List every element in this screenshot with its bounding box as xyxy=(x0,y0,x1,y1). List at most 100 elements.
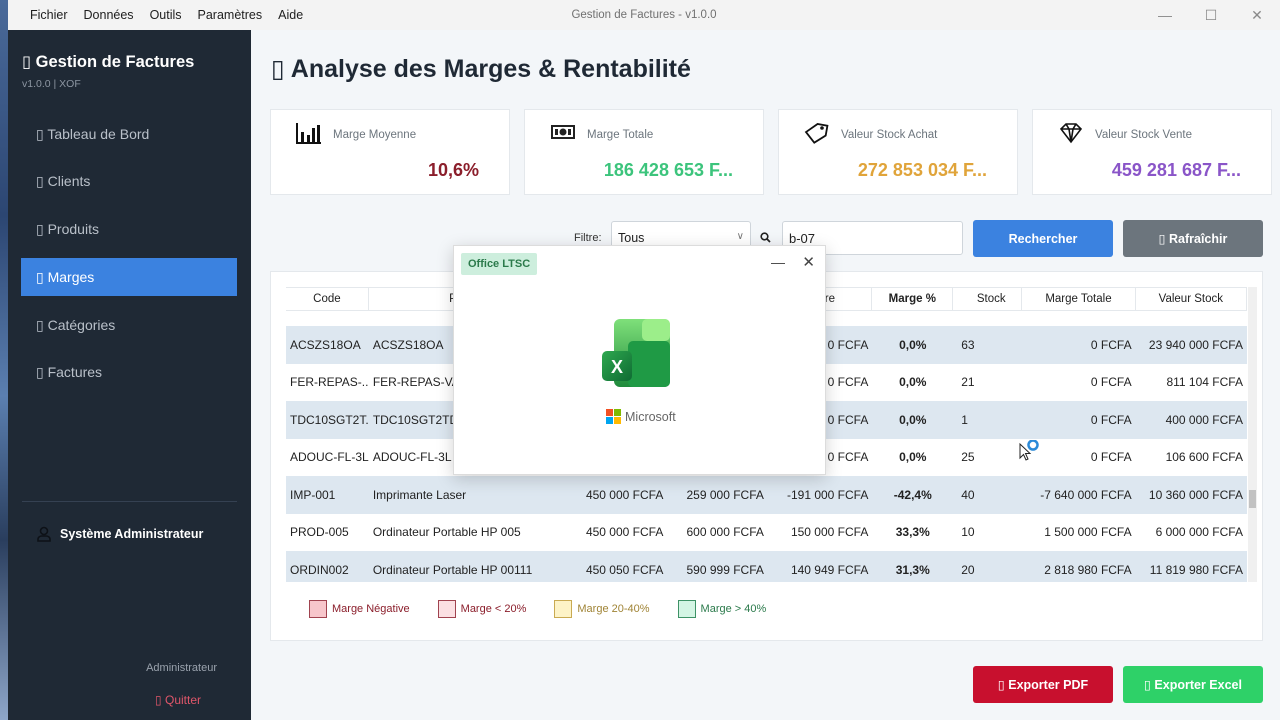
user-name: Système Administrateur xyxy=(60,527,204,541)
sidebar-item-categories[interactable]: ▯ Catégories xyxy=(36,316,116,333)
cell-marge-pct: 31,3% xyxy=(895,562,930,577)
column-header-stock[interactable]: Stock xyxy=(953,287,1023,310)
table-row[interactable]: ORDIN002 Ordinateur Portable HP 00111 45… xyxy=(286,551,1247,582)
cell-marge-unitaire: 0 FCFA xyxy=(827,375,869,390)
tag-icon xyxy=(804,123,829,144)
excel-logo-icon: X xyxy=(602,319,670,387)
maximize-button[interactable]: ☐ xyxy=(1204,6,1218,23)
card-label: Valeur Stock Vente xyxy=(1095,129,1192,141)
sidebar-item-produits[interactable]: ▯ Produits xyxy=(36,221,99,238)
legend-item-negative: Marge Négative xyxy=(309,600,410,618)
legend-label: Marge > 40% xyxy=(700,603,767,615)
search-icon xyxy=(760,232,771,246)
export-pdf-button[interactable]: ▯ Exporter PDF xyxy=(973,666,1113,703)
cell-achat: 450 000 FCFA xyxy=(585,487,664,502)
sidebar-item-clients[interactable]: ▯ Clients xyxy=(36,173,91,190)
column-header-code[interactable]: Code xyxy=(286,287,369,310)
cell-marge-unitaire: 0 FCFA xyxy=(827,337,869,352)
cell-code: ORDIN002 xyxy=(290,562,349,577)
cell-valeur-stock: 10 360 000 FCFA xyxy=(1148,487,1243,502)
cell-stock: 1 xyxy=(961,412,968,427)
splash-minimize-button[interactable]: — xyxy=(771,254,785,270)
cell-marge-totale: 1 500 000 FCFA xyxy=(1044,525,1132,540)
cell-marge-unitaire: 0 FCFA xyxy=(827,412,869,427)
card-valeur-stock-achat: Valeur Stock Achat 272 853 034 F... xyxy=(778,109,1018,195)
legend-label: Marge Négative xyxy=(332,603,410,615)
sidebar-item-factures[interactable]: ▯ Factures xyxy=(36,364,103,381)
cell-achat: 450 000 FCFA xyxy=(585,525,664,540)
minimize-button[interactable]: — xyxy=(1158,7,1172,23)
cell-marge-totale: 0 FCFA xyxy=(1090,412,1132,427)
column-header-marge-totale[interactable]: Marge Totale xyxy=(1022,287,1136,310)
cell-code: ADOUC-FL-3L xyxy=(290,450,369,465)
busy-cursor-icon xyxy=(1019,440,1039,461)
legend-swatch xyxy=(677,600,696,618)
legend-swatch xyxy=(554,600,573,618)
cell-code: FER-REPAS-... xyxy=(290,375,369,390)
microsoft-logo-icon xyxy=(606,409,621,424)
page-title: ▯ Analyse des Marges & Rentabilité xyxy=(271,55,691,83)
close-button[interactable]: ✕ xyxy=(1251,6,1263,23)
export-excel-button[interactable]: ▯ Exporter Excel xyxy=(1123,666,1263,703)
office-ltsc-badge: Office LTSC xyxy=(461,253,538,275)
menu-aide[interactable]: Aide xyxy=(278,8,304,22)
sidebar-nav: ▯ Tableau de Bord ▯ Clients ▯ Produits ▯… xyxy=(21,115,237,402)
card-value: 272 853 034 F... xyxy=(857,160,987,180)
cell-stock: 25 xyxy=(961,450,975,465)
excel-splash-window: Office LTSC — ✕ X Microsoft xyxy=(453,245,826,475)
card-valeur-stock-vente: Valeur Stock Vente 459 281 687 F... xyxy=(1032,109,1272,195)
table-row[interactable]: FER-REPAS-... FER-REPAS-VA 0 FCFA 0,0% 2… xyxy=(286,364,1247,402)
cell-marge-totale: -7 640 000 FCFA xyxy=(1040,487,1132,502)
cell-marge-totale: 0 FCFA xyxy=(1090,375,1132,390)
column-header-marge-pct[interactable]: Marge % xyxy=(872,287,954,310)
table-row[interactable]: ADOUC-FL-3L ADOUC-FL-3L 0 FCFA 0,0% 25 0… xyxy=(286,439,1247,477)
cell-code: IMP-001 xyxy=(290,487,336,502)
splash-close-button[interactable]: ✕ xyxy=(802,254,815,271)
sidebar-item-tableau-de-bord[interactable]: ▯ Tableau de Bord xyxy=(36,125,150,142)
card-label: Valeur Stock Achat xyxy=(841,129,938,141)
quit-button[interactable]: ▯ Quitter xyxy=(155,693,201,707)
cell-product: Imprimante Laser xyxy=(372,487,467,502)
table-row[interactable]: PROD-005 Ordinateur Portable HP 005 450 … xyxy=(286,514,1247,552)
legend-label: Marge 20-40% xyxy=(577,603,650,615)
margin-legend: Marge Négative Marge < 20% Marge 20-40% … xyxy=(309,600,766,618)
table-row[interactable]: IMP-001 Imprimante Laser 450 000 FCFA 25… xyxy=(286,476,1247,514)
cell-code: ACSZS18OA xyxy=(290,337,361,352)
sidebar: ▯ Gestion de Factures v1.0.0 | XOF ▯ Tab… xyxy=(8,30,251,720)
cell-code: PROD-005 xyxy=(290,525,349,540)
cell-marge-unitaire: 150 000 FCFA xyxy=(790,525,869,540)
scrollbar-thumb[interactable] xyxy=(1249,490,1256,508)
table-scrollbar[interactable] xyxy=(1248,287,1257,582)
menu-fichier[interactable]: Fichier xyxy=(30,8,68,22)
cell-code: TDC10SGT2T... xyxy=(290,412,369,427)
cell-valeur-stock: 11 819 980 FCFA xyxy=(1149,562,1243,577)
refresh-button[interactable]: ▯ Rafraîchir xyxy=(1123,220,1263,257)
search-input[interactable]: b-07 xyxy=(782,221,963,255)
cell-valeur-stock: 106 600 FCFA xyxy=(1165,450,1243,465)
cell-marge-pct: 33,3% xyxy=(895,525,930,540)
cell-marge-unitaire: 140 949 FCFA xyxy=(790,562,869,577)
menu: Fichier Données Outils Paramètres Aide xyxy=(8,8,311,22)
menu-outils[interactable]: Outils xyxy=(149,8,182,22)
cell-product: ACSZS18OA xyxy=(372,337,444,352)
card-value: 459 281 687 F... xyxy=(1111,160,1241,180)
cell-stock: 20 xyxy=(961,562,975,577)
filter-value: Tous xyxy=(618,231,645,245)
bar-chart-icon xyxy=(296,123,321,144)
menu-parametres[interactable]: Paramètres xyxy=(197,8,263,22)
search-button[interactable]: Rechercher xyxy=(973,220,1113,257)
cell-product: Ordinateur Portable HP 00111 xyxy=(372,562,533,577)
cell-stock: 21 xyxy=(961,375,975,390)
column-header-valeur-stock[interactable]: Valeur Stock xyxy=(1135,287,1247,310)
legend-item-medium: Marge 20-40% xyxy=(554,600,650,618)
sidebar-item-marges[interactable]: ▯ Marges xyxy=(21,258,237,297)
card-label: Marge Totale xyxy=(587,129,654,141)
cell-marge-totale: 2 818 980 FCFA xyxy=(1044,562,1132,577)
user-info: Système Administrateur xyxy=(36,526,203,542)
filter-label: Filtre: xyxy=(574,232,602,244)
cell-marge-unitaire: 0 FCFA xyxy=(827,450,869,465)
cell-product: FER-REPAS-VA xyxy=(372,375,460,390)
menu-donnees[interactable]: Données xyxy=(83,8,134,22)
cell-marge-pct: 0,0% xyxy=(899,450,927,465)
cell-achat: 450 050 FCFA xyxy=(585,562,664,577)
